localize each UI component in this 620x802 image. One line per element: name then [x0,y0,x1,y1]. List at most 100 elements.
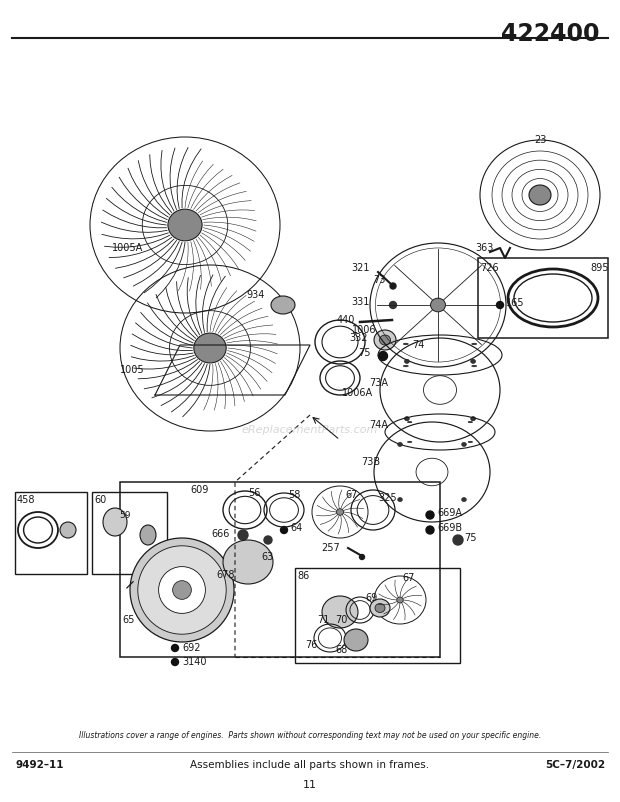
Ellipse shape [130,538,234,642]
Ellipse shape [468,421,472,423]
Text: 23: 23 [534,135,546,145]
Text: 9492–11: 9492–11 [15,760,63,770]
Ellipse shape [529,185,551,205]
Text: eReplacementParts.com: eReplacementParts.com [242,425,378,435]
Text: 75: 75 [358,348,371,358]
Text: 669B: 669B [437,523,462,533]
Text: 332: 332 [350,333,368,343]
Bar [478,258,608,338]
Text: 321: 321 [352,263,370,273]
Ellipse shape [404,343,409,345]
Ellipse shape [375,603,385,613]
Text: 1006A: 1006A [342,388,373,398]
Ellipse shape [407,441,412,443]
Text: 69: 69 [366,593,378,603]
Ellipse shape [374,330,396,350]
Ellipse shape [471,416,476,421]
Ellipse shape [60,522,76,538]
Circle shape [389,302,397,309]
Ellipse shape [322,596,358,628]
Text: 76: 76 [306,640,318,650]
Circle shape [426,511,434,519]
Text: 58: 58 [288,490,300,500]
Text: 70: 70 [335,615,348,625]
Circle shape [172,645,179,651]
Ellipse shape [472,343,477,345]
Text: 678: 678 [216,570,235,580]
Text: 440: 440 [337,315,355,325]
Text: 67: 67 [402,573,414,583]
Bar [120,482,440,657]
Text: 74A: 74A [369,420,388,430]
Ellipse shape [223,540,273,584]
Ellipse shape [397,443,402,447]
Bar [92,492,167,574]
Text: 325: 325 [378,493,397,503]
Ellipse shape [472,365,477,367]
Circle shape [238,530,248,540]
Text: 74: 74 [413,340,425,350]
Text: 609: 609 [190,485,208,495]
Ellipse shape [430,298,446,312]
Ellipse shape [468,441,472,443]
Text: 3140: 3140 [182,657,206,667]
Text: 895: 895 [590,263,608,273]
Ellipse shape [138,546,226,634]
Text: 71: 71 [317,615,330,625]
Circle shape [453,535,463,545]
Text: Assemblies include all parts shown in frames.: Assemblies include all parts shown in fr… [190,760,430,770]
Text: 934: 934 [247,290,265,300]
Ellipse shape [397,597,403,603]
Circle shape [264,536,272,544]
Circle shape [378,351,388,361]
Bar [295,568,460,663]
Text: 86: 86 [297,571,309,581]
Text: 1006: 1006 [352,325,376,335]
Text: 67: 67 [345,490,357,500]
Circle shape [172,658,179,666]
Bar [15,492,87,574]
Ellipse shape [172,581,192,599]
Circle shape [360,554,365,560]
Circle shape [426,526,434,534]
Ellipse shape [194,333,226,363]
Text: 257: 257 [321,543,340,553]
Ellipse shape [103,508,127,536]
Ellipse shape [159,566,205,614]
Text: 75: 75 [464,533,477,543]
Ellipse shape [471,359,476,363]
Text: 73: 73 [374,275,386,285]
Ellipse shape [407,421,412,423]
Text: 1005: 1005 [120,365,144,375]
Text: 692: 692 [182,643,200,653]
Ellipse shape [462,497,466,501]
Text: Illustrations cover a range of engines.  Parts shown without corresponding text : Illustrations cover a range of engines. … [79,731,541,740]
Text: 666: 666 [211,529,230,539]
Text: 63: 63 [262,552,274,562]
Text: 60: 60 [94,495,106,505]
Text: 458: 458 [17,495,35,505]
Ellipse shape [344,629,368,651]
Text: 726: 726 [480,263,498,273]
Circle shape [497,302,503,309]
Text: 363: 363 [476,243,494,253]
Ellipse shape [337,508,343,515]
Text: 56: 56 [248,488,260,498]
Text: 1005A: 1005A [112,243,143,253]
Ellipse shape [271,296,295,314]
Ellipse shape [404,359,409,363]
Ellipse shape [404,416,409,421]
Ellipse shape [404,365,409,367]
Ellipse shape [462,443,466,447]
Text: 59: 59 [119,512,130,520]
Text: 11: 11 [303,780,317,790]
Ellipse shape [370,599,390,617]
Text: 65: 65 [123,615,135,625]
Circle shape [390,283,396,289]
Ellipse shape [397,497,402,501]
Text: 73A: 73A [369,378,388,388]
FancyArrowPatch shape [126,581,133,588]
Text: 165: 165 [506,298,525,308]
Text: 669A: 669A [437,508,462,518]
Text: 64: 64 [290,523,303,533]
